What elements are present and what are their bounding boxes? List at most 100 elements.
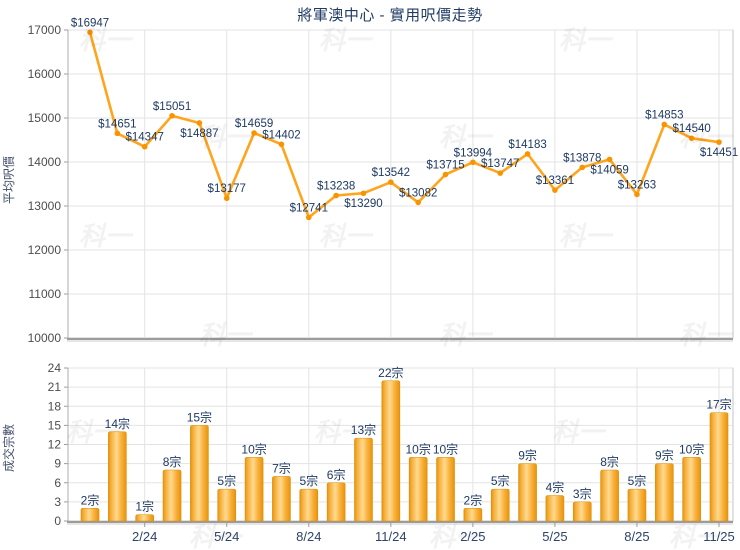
price-point-label: $13878 <box>563 152 601 164</box>
y-tick-label: 16000 <box>28 67 62 81</box>
price-point <box>552 187 558 193</box>
watermark-text: 科一 <box>319 25 374 55</box>
volume-bar-label: 1宗 <box>135 499 154 514</box>
price-point <box>360 190 367 197</box>
price-point <box>223 195 230 202</box>
watermark-text: 科一 <box>439 320 494 350</box>
volume-bar-label: 5宗 <box>217 473 236 488</box>
x-tick-label: 2/25 <box>460 529 485 544</box>
volume-bar <box>381 380 401 522</box>
y-tick-label: 11000 <box>29 287 62 301</box>
y-tick-label: 21 <box>48 380 62 394</box>
price-point-label: $14451 <box>700 147 738 159</box>
price-point <box>196 120 203 126</box>
volume-bar-label: 8宗 <box>600 454 619 469</box>
volume-bar <box>108 431 127 522</box>
volume-bar <box>354 437 373 522</box>
price-point-label: $14059 <box>590 164 628 176</box>
y-tick-label: 6 <box>54 476 61 490</box>
y-axis-title-volume: 成交宗數 <box>2 424 16 473</box>
y-tick-label: 12 <box>48 438 62 452</box>
volume-bar <box>627 488 647 522</box>
y-tick-label: 17000 <box>28 23 62 37</box>
volume-bar <box>709 412 729 522</box>
watermark-text: 科一 <box>429 522 484 550</box>
volume-bar-label: 2宗 <box>464 492 483 507</box>
volume-bar-label: 14宗 <box>105 416 130 431</box>
price-point-label: $15051 <box>153 101 191 113</box>
price-point-label: $13263 <box>618 179 656 191</box>
price-point-label: $14659 <box>235 118 273 130</box>
volume-bar <box>326 482 346 522</box>
volume-bar-label: 22宗 <box>378 365 403 380</box>
price-point-label: $14651 <box>98 118 136 130</box>
price-point-label: $14540 <box>672 123 710 135</box>
price-point <box>606 156 613 163</box>
watermark-text: 科一 <box>199 320 254 350</box>
price-point-label: $13082 <box>399 187 437 199</box>
volume-bar-label: 6宗 <box>327 467 346 482</box>
y-tick-label: 9 <box>54 457 61 471</box>
volume-bar <box>518 463 537 522</box>
watermark-text: 科一 <box>679 320 734 350</box>
chart-title: 將軍澳中心 - 實用呎價走勢 <box>297 7 483 24</box>
price-point <box>169 112 175 119</box>
price-point-label: $16947 <box>71 17 109 29</box>
volume-bar-label: 17宗 <box>706 397 731 412</box>
price-point-label: $14183 <box>508 139 546 151</box>
price-point-label: $13290 <box>344 198 382 210</box>
volume-bar-label: 8宗 <box>163 454 182 469</box>
watermark-text: 科一 <box>314 417 369 447</box>
price-point <box>305 214 312 221</box>
x-tick-label: 5/25 <box>542 529 567 544</box>
price-point-label: $14347 <box>126 132 164 144</box>
price-point <box>388 179 394 185</box>
volume-bar-label: 3宗 <box>573 486 592 501</box>
volume-bar-label: 15宗 <box>187 409 212 424</box>
volume-bar-label: 5宗 <box>299 473 318 488</box>
price-line-chart: 10000 11000 12000 13000 14000 15000 16000 17000… <box>28 17 739 345</box>
watermark-text: 科一 <box>199 122 254 152</box>
price-point <box>333 192 339 199</box>
x-tick-label: 8/24 <box>296 529 321 544</box>
price-point-label: $13542 <box>372 167 410 179</box>
price-line-series <box>88 30 721 219</box>
price-point <box>661 121 668 128</box>
price-point <box>579 164 586 171</box>
x-tick-label: 5/24 <box>214 529 239 544</box>
volume-bar-label: 10宗 <box>241 441 266 456</box>
volume-bar-label: 13宗 <box>351 422 376 437</box>
y-tick-label: 10000 <box>28 331 62 345</box>
volume-bar-label: 10宗 <box>433 441 458 456</box>
watermark-text: 科一 <box>559 25 614 55</box>
price-point <box>278 141 285 148</box>
price-point <box>415 199 421 206</box>
y-tick-label: 0 <box>54 514 61 528</box>
volume-bar <box>572 501 592 522</box>
x-tick-label: 8/25 <box>624 529 649 544</box>
volume-bar-label: 7宗 <box>272 460 291 475</box>
volume-bar <box>408 456 428 522</box>
volume-bar <box>463 507 483 522</box>
price-point <box>251 130 257 136</box>
price-point <box>634 191 640 198</box>
volume-bar <box>272 476 291 522</box>
y-tick-label: 15 <box>48 418 62 432</box>
watermark-text: 科一 <box>79 25 134 55</box>
volume-bar <box>682 456 701 522</box>
watermark-text: 科一 <box>669 522 724 550</box>
watermark-text: 科一 <box>559 221 614 251</box>
price-point <box>141 143 148 150</box>
price-point-label: $12741 <box>290 202 328 214</box>
volume-bar <box>545 495 565 522</box>
price-point-label: $14887 <box>180 128 218 140</box>
y-tick-label: 13000 <box>28 199 62 213</box>
x-tick-label: 11/24 <box>375 529 407 544</box>
volume-bar-label: 2宗 <box>81 492 100 507</box>
price-point-label: $14853 <box>645 109 683 121</box>
volume-bar-label: 4宗 <box>546 480 565 495</box>
price-point-label: $13361 <box>536 175 574 187</box>
watermark-text: 科一 <box>319 221 374 251</box>
watermark-text: 科一 <box>679 122 734 152</box>
